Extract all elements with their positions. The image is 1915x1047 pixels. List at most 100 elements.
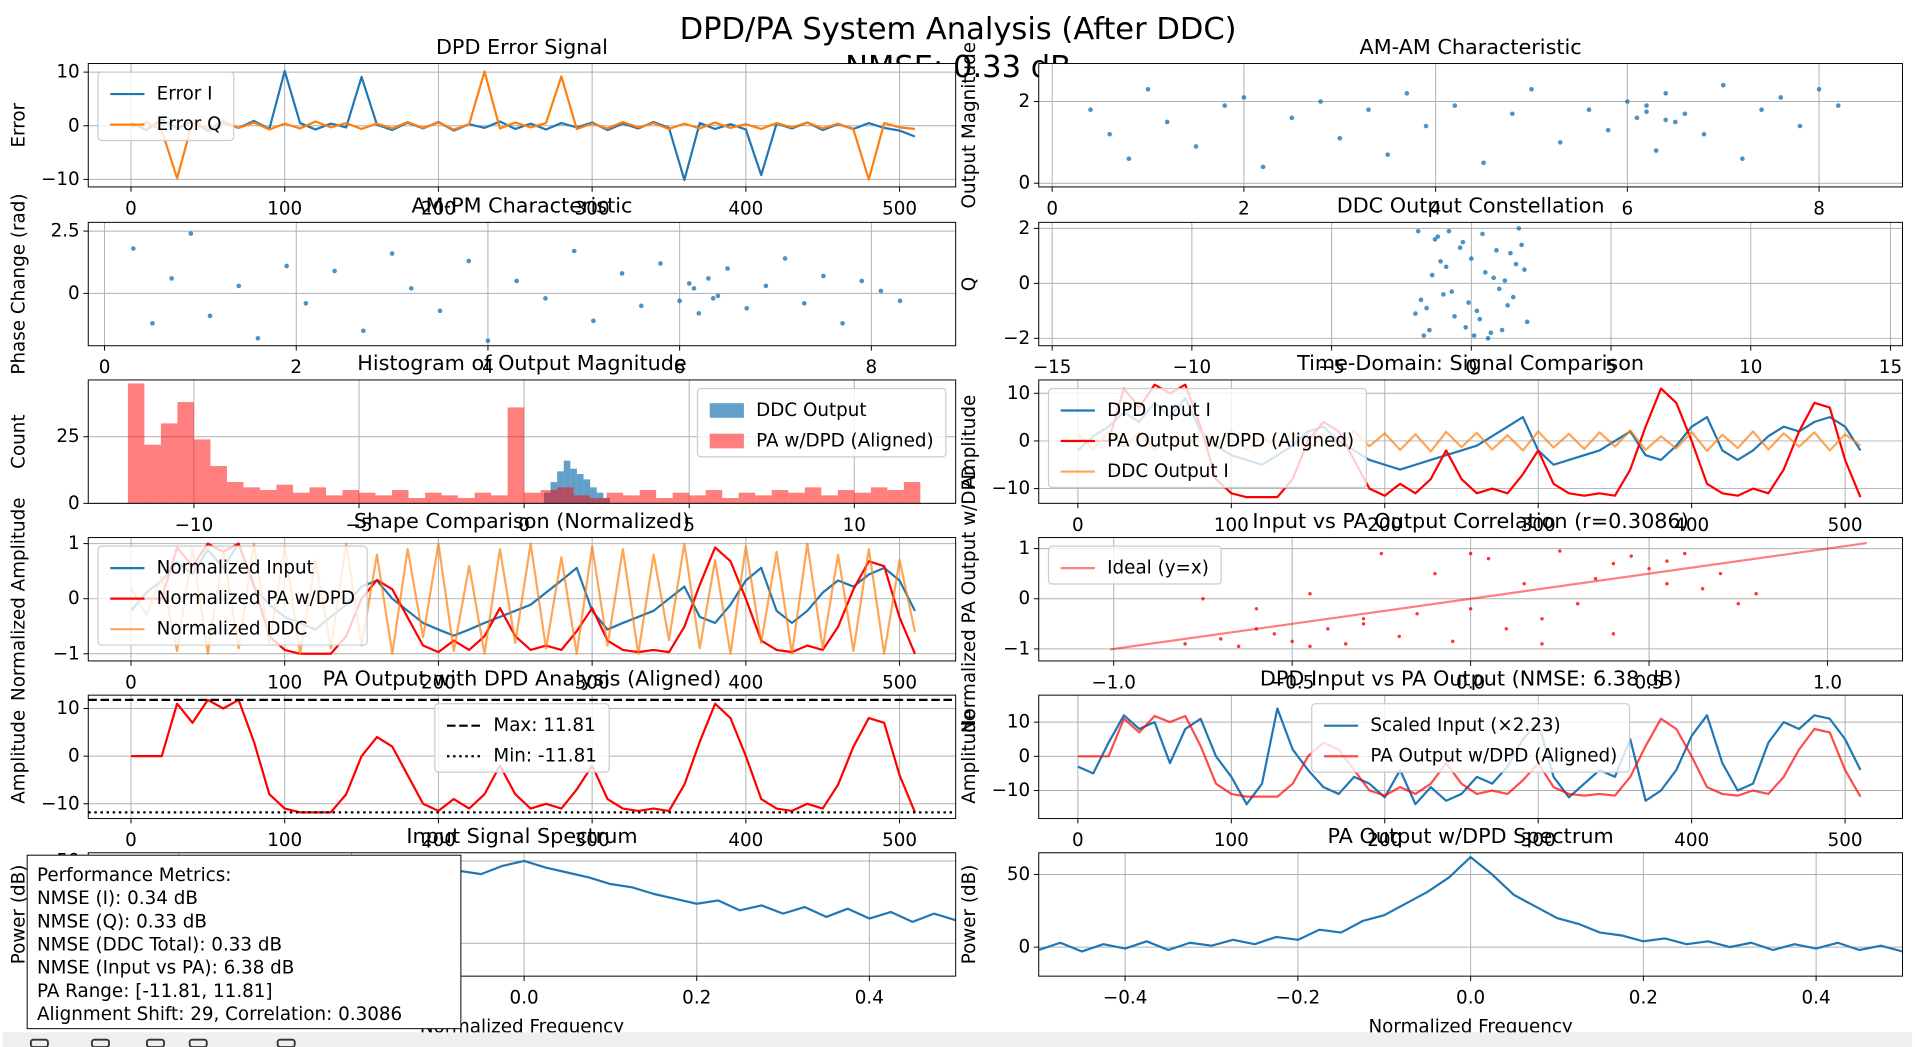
legend: Max: 11.81 Min: -11.81 <box>434 703 610 773</box>
point <box>1326 627 1330 631</box>
point <box>1496 286 1502 292</box>
point <box>619 271 625 276</box>
point <box>1468 551 1473 556</box>
y-tick-label: 2.5 <box>51 221 80 242</box>
point <box>130 246 136 251</box>
x-tick-label: 500 <box>1828 830 1863 851</box>
point <box>1318 99 1323 104</box>
plot-area <box>1109 541 1867 651</box>
y-axis-label: Power (dB) <box>9 865 30 965</box>
histogram-bar <box>210 466 227 504</box>
y-tick-label: 0 <box>68 493 80 514</box>
histogram-bar <box>606 492 624 504</box>
axes: 0 100 200 300 400 500 −10 0 10 DPD Input vs PA Ou… <box>959 666 1903 851</box>
x-axis-label: Normalized Frequency <box>420 1016 624 1037</box>
y-tick-label: −10 <box>41 169 80 190</box>
point <box>1254 607 1259 611</box>
y-axis-label: Power (dB) <box>959 865 980 965</box>
point <box>1385 152 1391 157</box>
axes-frame <box>87 63 957 188</box>
x-tick-label: 200 <box>1367 515 1402 536</box>
point <box>1605 127 1611 133</box>
histogram-bar <box>573 495 591 504</box>
axes: −0.4 −0.2 0.0 0.2 0.4 0 50 PA Output w/DPD Spec… <box>959 824 1903 1037</box>
y-tick-label: 2 <box>1019 91 1031 112</box>
point <box>1290 639 1294 644</box>
point <box>686 281 692 286</box>
histogram-bar <box>160 423 178 504</box>
point <box>1663 91 1669 96</box>
point <box>1404 91 1410 96</box>
point <box>169 276 174 281</box>
histogram-bar <box>474 492 492 504</box>
point <box>332 268 337 274</box>
point <box>1491 275 1496 281</box>
legend: Error I Error Q <box>97 71 235 142</box>
histogram-bar <box>276 484 293 504</box>
point <box>1222 103 1228 108</box>
legend: DDC Output PA w/DPD (Aligned) <box>696 387 947 458</box>
y-tick-label: 1 <box>68 533 80 554</box>
axes-frame <box>87 537 957 662</box>
point <box>207 313 213 319</box>
point <box>1482 270 1488 275</box>
x-tick-label: 100 <box>267 198 302 219</box>
point <box>1438 259 1443 264</box>
legend: DPD Input I PA Output w/DPD (Aligned) DDC … <box>1047 387 1367 489</box>
x-tick-label: 0 <box>1072 515 1084 536</box>
toolbar-button <box>188 1038 208 1047</box>
legend-label: DDC Output <box>756 400 866 421</box>
point <box>1557 140 1563 145</box>
x-tick-label: 100 <box>1214 515 1249 536</box>
toolbar <box>2 1032 1913 1047</box>
axes: 0 100 200 300 400 500 −10 0 10 DPD Error Signal Er… <box>9 35 957 219</box>
point <box>1508 250 1513 256</box>
x-tick-label: 4 <box>1430 198 1442 219</box>
histogram-bar <box>524 492 541 504</box>
plot-area <box>88 698 956 814</box>
x-tick-label: 4 <box>482 357 494 378</box>
y-tick-label: 10 <box>56 62 79 83</box>
point <box>1397 634 1401 639</box>
x-tick-label: 100 <box>1214 830 1249 851</box>
point <box>638 303 644 309</box>
legend-box <box>1311 703 1631 773</box>
histogram-bar <box>557 487 574 504</box>
point <box>1452 314 1457 319</box>
legend-label: PA w/DPD (Aligned) <box>756 431 934 452</box>
chart-title: Input vs PA Output Correlation (r=0.3086… <box>1252 509 1688 533</box>
point <box>1718 571 1723 576</box>
histogram-bar <box>590 498 607 504</box>
point <box>1201 597 1205 601</box>
axes-frame <box>1038 63 1903 188</box>
plot-area <box>1088 82 1841 170</box>
y-tick-label: 0 <box>1019 173 1031 194</box>
x-tick-label: 200 <box>1367 830 1402 851</box>
x-tick-label: −5 <box>1318 357 1345 378</box>
point <box>1720 82 1726 88</box>
histogram-bar <box>540 490 558 504</box>
point <box>1522 581 1526 586</box>
point <box>1682 111 1688 117</box>
plot-area <box>130 69 916 182</box>
point <box>1672 119 1678 125</box>
x-tick-label: 0.0 <box>1456 988 1485 1009</box>
y-tick-label: 1 <box>1019 538 1031 559</box>
legend: Normalized Input Normalized PA w/DPD Norma… <box>97 545 368 646</box>
histogram-bar <box>639 490 657 504</box>
point <box>801 301 807 306</box>
point <box>1558 549 1562 553</box>
histogram-bar <box>243 487 260 504</box>
point <box>303 301 309 306</box>
point <box>1759 107 1764 113</box>
point <box>1778 95 1784 100</box>
histogram-bar <box>656 498 673 504</box>
legend-label: DPD Input I <box>1107 400 1211 421</box>
point <box>466 258 472 264</box>
metrics-line: Alignment Shift: 29, Correlation: 0.3086 <box>37 1004 402 1025</box>
metrics-line: NMSE (Input vs PA): 6.38 dB <box>37 958 294 979</box>
histogram-bar <box>738 492 756 504</box>
point <box>1164 119 1170 125</box>
